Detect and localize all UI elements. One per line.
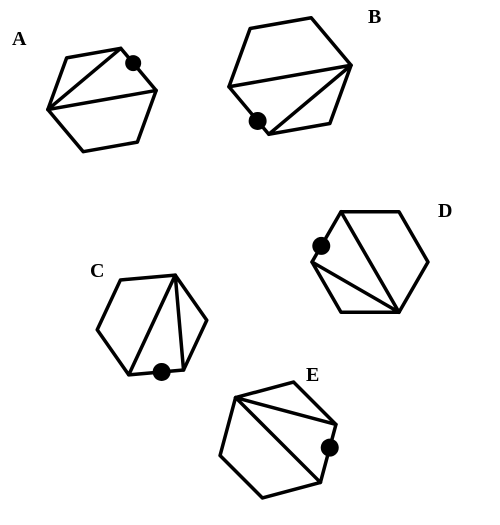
hexagon-D — [300, 192, 440, 332]
label-D: D — [438, 200, 452, 223]
hexagon-E — [208, 370, 348, 510]
label-B: B — [368, 6, 381, 29]
label-A: A — [12, 28, 26, 51]
mental-rotation-figure: A B C D E — [0, 0, 500, 525]
label-C: C — [90, 260, 104, 283]
label-E: E — [306, 364, 319, 387]
hexagon-A — [32, 30, 172, 170]
hexagon-B — [220, 6, 360, 146]
